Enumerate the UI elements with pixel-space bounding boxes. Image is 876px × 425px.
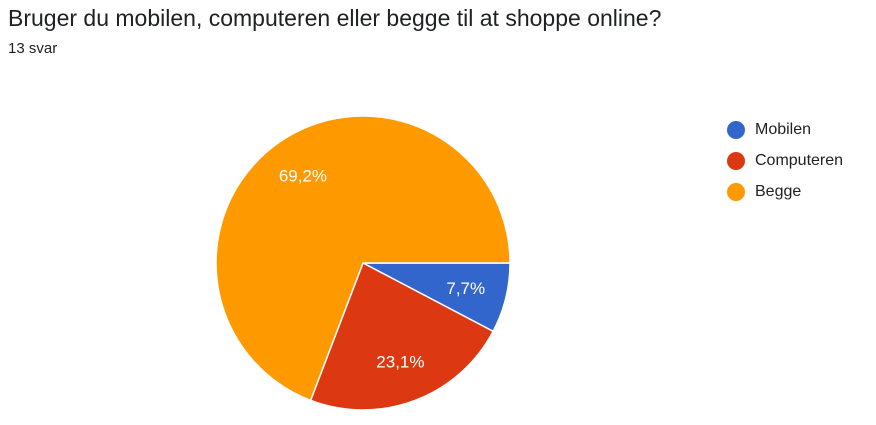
pie-slices <box>215 115 511 411</box>
pie-slice-labels: 7,7% 23,1% 69,2% <box>279 166 485 371</box>
legend-label: Computeren <box>755 151 844 169</box>
slice-label-mobilen: 7,7% <box>446 279 485 298</box>
chart-legend: Mobilen Computeren Begge <box>727 114 843 207</box>
question-title: Bruger du mobilen, computeren eller begg… <box>8 5 662 31</box>
legend-item-mobilen: Mobilen <box>727 114 843 145</box>
pie-slice-begge <box>215 115 511 402</box>
slice-label-computeren: 23,1% <box>376 353 424 372</box>
legend-item-computeren: Computeren <box>727 145 843 176</box>
legend-swatch <box>727 120 745 139</box>
legend-label: Begge <box>755 182 802 200</box>
response-count: 13 svar <box>8 40 58 57</box>
legend-item-begge: Begge <box>727 176 843 207</box>
legend-label: Mobilen <box>755 120 812 138</box>
legend-swatch <box>727 182 745 201</box>
pie-slice-computeren <box>309 261 495 411</box>
legend-swatch <box>727 151 745 170</box>
slice-label-begge: 69,2% <box>279 166 327 185</box>
